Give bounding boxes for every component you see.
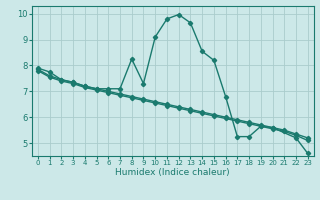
X-axis label: Humidex (Indice chaleur): Humidex (Indice chaleur) — [116, 168, 230, 177]
